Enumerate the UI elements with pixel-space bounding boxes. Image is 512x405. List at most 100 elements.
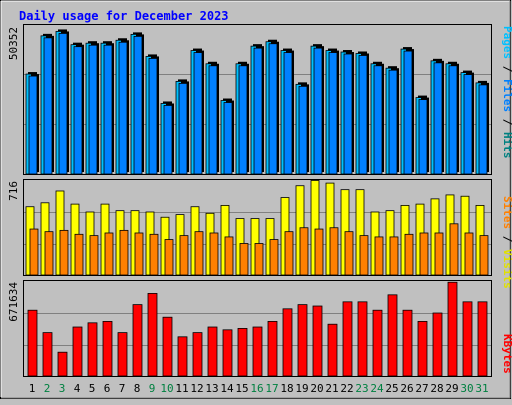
bar-kbytes <box>357 301 368 377</box>
bar-kbytes <box>462 301 473 377</box>
bar-files <box>58 33 68 175</box>
day-label: 11 <box>175 382 188 395</box>
bars-top-group <box>25 29 489 175</box>
day-label: 12 <box>190 382 203 395</box>
day-label: 1 <box>29 382 36 395</box>
day-label: 26 <box>400 382 413 395</box>
bar-kbytes <box>207 326 218 377</box>
day-label: 13 <box>205 382 218 395</box>
bar-files <box>373 65 383 175</box>
bar-kbytes <box>117 332 128 377</box>
bar-files <box>478 84 488 175</box>
legend-separator: / <box>501 112 512 132</box>
legend-kbytes: KBytes <box>501 334 512 374</box>
day-label: 9 <box>149 382 156 395</box>
bar-files <box>283 52 293 175</box>
bar-sites <box>179 235 189 276</box>
bar-files <box>103 44 113 175</box>
bar-sites <box>239 243 249 276</box>
bar-sites <box>74 233 84 276</box>
bar-sites <box>284 231 294 276</box>
bar-sites <box>344 231 354 276</box>
day-label: 27 <box>415 382 428 395</box>
bar-kbytes <box>252 326 263 377</box>
bar-sites <box>419 232 429 276</box>
bar-kbytes <box>372 309 383 377</box>
bars-middle-group <box>25 180 489 276</box>
bar-kbytes <box>312 305 323 377</box>
bar-files <box>358 55 368 175</box>
day-label: 25 <box>385 382 398 395</box>
bar-sites <box>194 231 204 276</box>
day-label: 19 <box>295 382 308 395</box>
day-label: 31 <box>475 382 488 395</box>
bar-sites <box>209 232 219 276</box>
legend-hits: Hits <box>501 132 512 159</box>
bar-sites <box>29 228 39 276</box>
bar-sites <box>389 236 399 276</box>
bar-files <box>343 53 353 175</box>
bar-files <box>133 35 143 175</box>
bar-sites <box>434 232 444 276</box>
bar-sites <box>254 243 264 276</box>
bar-kbytes <box>177 336 188 377</box>
day-label: 4 <box>74 382 81 395</box>
panel-top-legend: Pages / Files / Hits <box>501 26 512 159</box>
bar-sites <box>374 236 384 276</box>
bar-sites <box>224 236 234 276</box>
bar-sites <box>269 239 279 276</box>
bar-kbytes <box>282 308 293 377</box>
day-label: 30 <box>460 382 473 395</box>
bar-kbytes <box>387 294 398 377</box>
day-label: 6 <box>104 382 111 395</box>
day-label: 16 <box>250 382 263 395</box>
day-label: 8 <box>134 382 141 395</box>
bar-sites <box>104 232 114 276</box>
bar-kbytes <box>297 304 308 377</box>
bar-files <box>403 50 413 175</box>
bar-files <box>313 47 323 175</box>
chart-title: Daily usage for December 2023 <box>19 9 229 23</box>
legend-pages: Pages <box>501 26 512 59</box>
bar-files <box>73 46 83 175</box>
bar-files <box>238 65 248 175</box>
bar-sites <box>479 235 489 276</box>
legend-separator: / <box>501 229 512 249</box>
day-label: 15 <box>235 382 248 395</box>
bar-kbytes <box>87 322 98 377</box>
panel-middle-max-label: 716 <box>7 181 20 201</box>
bar-files <box>208 65 218 175</box>
bar-kbytes <box>447 281 458 377</box>
bar-files <box>88 44 98 175</box>
bar-kbytes <box>162 316 173 377</box>
bar-kbytes <box>432 312 443 377</box>
bar-files <box>298 85 308 175</box>
day-label: 22 <box>340 382 353 395</box>
bar-files <box>418 99 428 175</box>
day-label: 3 <box>59 382 66 395</box>
bar-files <box>43 37 53 175</box>
bar-sites <box>464 232 474 276</box>
bar-kbytes <box>342 301 353 377</box>
panel-middle-legend: Sites / Visits <box>501 196 512 289</box>
bar-kbytes <box>417 321 428 377</box>
bar-sites <box>449 223 459 276</box>
bar-kbytes <box>72 326 83 377</box>
bar-files <box>253 47 263 175</box>
bar-kbytes <box>132 304 143 377</box>
legend-files: Files <box>501 79 512 112</box>
legend-sites: Sites <box>501 196 512 229</box>
legend-visits: Visits <box>501 249 512 289</box>
day-label: 18 <box>280 382 293 395</box>
bar-sites <box>359 235 369 276</box>
bar-files <box>268 43 278 175</box>
bar-sites <box>164 239 174 276</box>
bar-files <box>328 52 338 175</box>
bar-files <box>28 75 38 175</box>
bar-files <box>148 58 158 175</box>
day-label: 29 <box>445 382 458 395</box>
bars-bottom-group <box>27 281 488 377</box>
day-label: 7 <box>119 382 126 395</box>
bar-sites <box>134 232 144 276</box>
bar-files <box>463 74 473 175</box>
